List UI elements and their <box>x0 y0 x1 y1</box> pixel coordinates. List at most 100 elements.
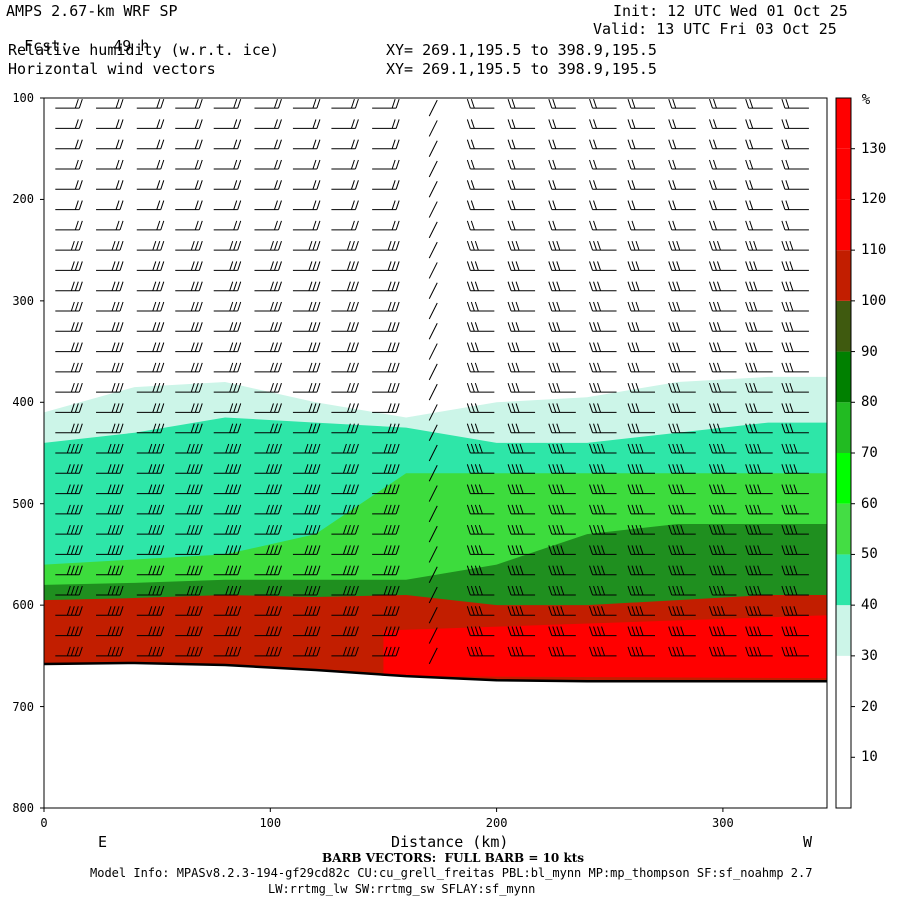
wind-barb <box>96 585 124 596</box>
wind-barb <box>507 281 536 292</box>
wind-barb <box>781 403 809 413</box>
wind-barb <box>548 545 576 555</box>
wind-barb <box>331 240 359 251</box>
wind-barb <box>372 322 400 332</box>
wind-barb <box>136 504 165 515</box>
wind-barb <box>745 403 773 413</box>
wind-barb <box>627 200 656 211</box>
wind-barb <box>96 403 124 413</box>
wind-barb <box>96 342 124 353</box>
wind-barb <box>372 281 400 292</box>
wind-barb <box>213 646 242 657</box>
wind-barb <box>668 220 696 231</box>
wind-barb <box>213 382 242 393</box>
east-label: E <box>98 833 108 851</box>
wind-barb <box>627 646 656 657</box>
west-label: W <box>803 833 813 851</box>
colorbar-swatch <box>836 148 851 200</box>
wind-barb <box>292 545 321 555</box>
y-tick-label: 100 <box>12 91 34 105</box>
wind-barb <box>331 301 359 312</box>
wind-barb <box>428 607 438 624</box>
wind-barb <box>55 139 83 150</box>
wind-barb <box>589 606 617 616</box>
wind-barb <box>627 484 656 495</box>
wind-barb <box>372 240 400 251</box>
wind-barb <box>96 139 124 150</box>
wind-barb <box>709 342 737 353</box>
wind-barb <box>292 626 321 637</box>
wind-barb <box>96 261 124 271</box>
wind-barb <box>254 464 282 474</box>
wind-barb <box>781 322 809 332</box>
wind-barb <box>589 646 617 657</box>
wind-barb <box>372 301 400 312</box>
wind-barb <box>781 281 809 292</box>
wind-barb <box>136 403 165 413</box>
wind-barb <box>745 240 773 251</box>
wind-barb <box>745 180 773 190</box>
wind-barb <box>668 139 696 150</box>
wind-barb <box>745 322 773 332</box>
wind-barb <box>466 545 495 555</box>
wind-barb <box>213 524 242 535</box>
wind-barb <box>96 464 124 474</box>
wind-barb <box>254 281 282 292</box>
wind-barb <box>745 362 773 373</box>
wind-barb <box>96 626 124 637</box>
wind-barb <box>745 261 773 271</box>
wind-barb <box>136 585 165 596</box>
wind-barb <box>589 484 617 495</box>
wind-barb <box>213 504 242 515</box>
wind-barb <box>548 98 576 109</box>
wind-barb <box>175 585 203 596</box>
wind-barb <box>254 524 282 535</box>
wind-barb <box>589 545 617 555</box>
wind-barb <box>507 626 536 637</box>
wind-barb <box>292 565 321 576</box>
wind-barb <box>331 626 359 637</box>
colorbar <box>835 97 855 809</box>
wind-barb <box>175 139 203 150</box>
wind-barb <box>372 403 400 413</box>
y-tick-label: 800 <box>12 801 34 815</box>
wind-barb <box>213 159 242 170</box>
wind-barb <box>466 362 495 373</box>
wind-barb <box>507 180 536 190</box>
wind-barb <box>292 240 321 251</box>
wind-barb <box>709 403 737 413</box>
wind-barb <box>627 626 656 637</box>
wind-barb <box>668 423 696 434</box>
colorbar-swatch <box>836 98 851 149</box>
colorbar-tick-label: 50 <box>861 546 878 563</box>
wind-barb <box>372 220 400 231</box>
wind-barb <box>55 322 83 332</box>
wind-barb <box>331 545 359 555</box>
wind-barb <box>627 261 656 271</box>
wind-barb <box>548 382 576 393</box>
wind-barb <box>548 281 576 292</box>
wind-barb <box>254 484 282 495</box>
wind-barb <box>627 403 656 413</box>
wind-barb <box>507 585 536 596</box>
wind-barb <box>428 424 438 441</box>
wind-barb <box>668 362 696 373</box>
wind-barb <box>213 281 242 292</box>
wind-barb <box>709 565 737 576</box>
wind-barb <box>428 566 438 583</box>
wind-barb <box>668 646 696 657</box>
wind-barb <box>668 180 696 190</box>
wind-barb <box>136 281 165 292</box>
wind-barb <box>213 342 242 353</box>
wind-barb <box>589 443 617 454</box>
forecast-hour: Fcst: 49 h <box>6 21 149 55</box>
wind-barb <box>627 382 656 393</box>
wind-barb <box>254 504 282 515</box>
wind-barb <box>668 119 696 129</box>
wind-barb <box>466 200 495 211</box>
wind-barb <box>668 524 696 535</box>
wind-barb <box>55 565 83 576</box>
wind-barb <box>668 281 696 292</box>
wind-barb <box>507 565 536 576</box>
wind-barb <box>668 98 696 109</box>
